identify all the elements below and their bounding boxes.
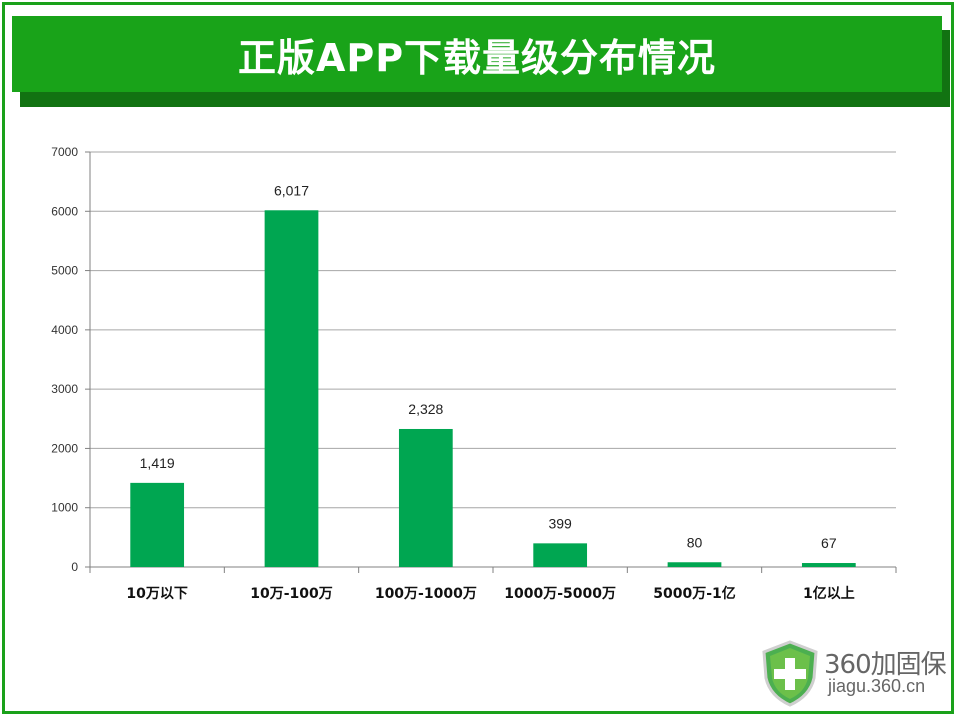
y-tick-label: 2000 [51,441,78,455]
data-label: 399 [548,515,572,531]
data-label: 2,328 [408,401,443,417]
x-tick-label: 1亿以上 [803,585,855,602]
page-title: 正版APP下载量级分布情况 [237,35,717,80]
data-label: 1,419 [140,455,175,471]
y-tick-label: 1000 [51,501,78,515]
y-tick-label: 5000 [51,264,78,278]
bar [130,482,185,567]
y-tick-label: 6000 [51,204,78,218]
data-label: 6,017 [274,182,309,198]
bar [398,428,453,567]
bar [667,562,722,567]
x-tick-label: 1000万-5000万 [504,586,616,602]
y-tick-label: 4000 [51,323,78,337]
x-tick-label: 10万-100万 [250,586,333,602]
y-tick-label: 7000 [51,145,78,159]
x-tick-label: 10万以下 [126,586,187,602]
bar [533,543,588,567]
logo-name: 360加固保 [824,650,947,680]
title-banner: 正版APP下载量级分布情况 [12,16,942,92]
bar [801,563,856,567]
y-tick-label: 0 [71,560,78,574]
logo: 360加固保 jiagu.360.cn [760,638,950,708]
logo-url: jiagu.360.cn [828,676,926,696]
data-label: 67 [821,535,837,551]
y-tick-label: 3000 [51,382,78,396]
bar [264,210,319,567]
data-label: 80 [687,534,703,550]
x-tick-label: 100万-1000万 [375,586,477,602]
x-tick-label: 5000万-1亿 [653,585,736,602]
shield-plus-icon [762,640,818,707]
